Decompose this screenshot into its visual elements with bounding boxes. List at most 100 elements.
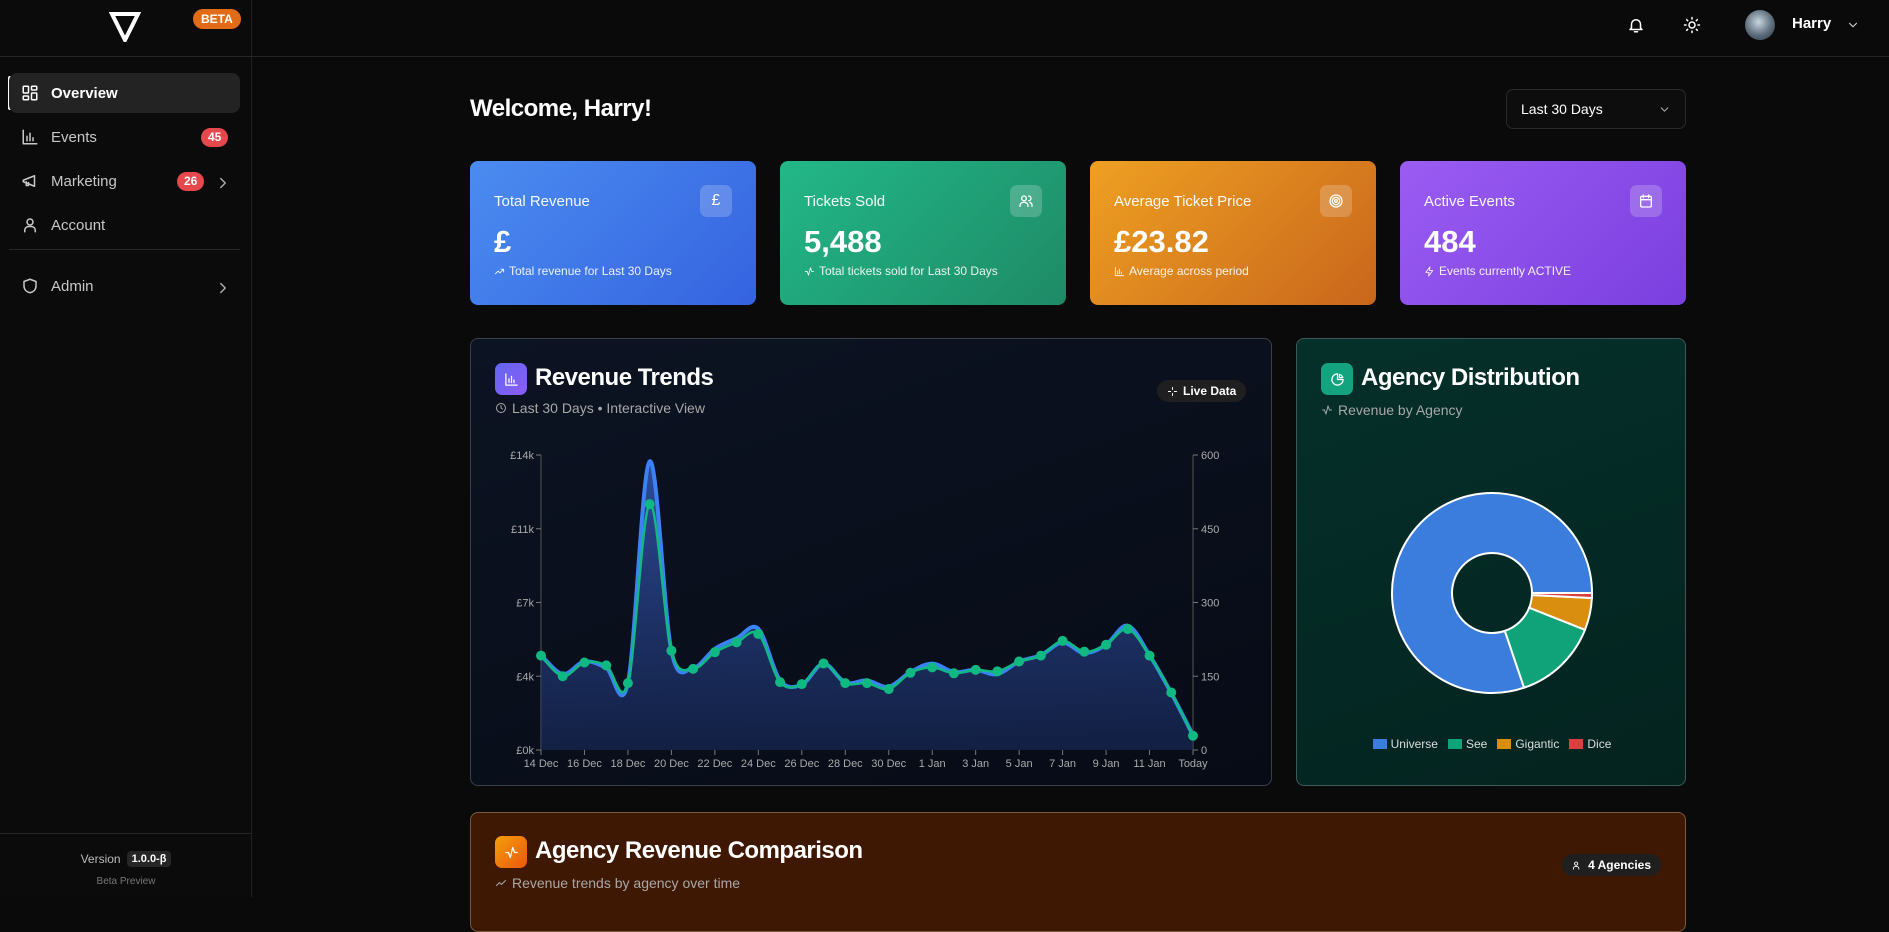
agency-donut-chart[interactable] [1297, 339, 1687, 787]
page-title: Welcome, Harry! [470, 95, 652, 122]
agencies-count-badge: 4 Agencies [1562, 854, 1661, 876]
y-tick-label-right: 300 [1201, 598, 1219, 610]
avatar[interactable] [1745, 10, 1775, 40]
sidebar-item-label: Admin [51, 277, 94, 295]
sidebar-item-marketing[interactable]: Marketing 26 [9, 161, 240, 201]
y-tick-label-right: 600 [1201, 450, 1219, 462]
stat-card-tickets-sold[interactable]: Tickets Sold 5,488 Total tickets sold fo… [780, 161, 1066, 305]
version-label: Version [80, 852, 121, 866]
version-badge: 1.0.0-β [126, 851, 172, 867]
chart-legend: Universe See Gigantic Dice [1297, 737, 1687, 751]
card-title: Tickets Sold [804, 193, 886, 210]
user-name[interactable]: Harry [1792, 15, 1832, 32]
panel-title: Agency Revenue Comparison [535, 837, 863, 864]
y-tick-label-left: £7k [516, 598, 534, 610]
stat-card-total-revenue[interactable]: Total Revenue £ £ Total revenue for Last… [470, 161, 756, 305]
legend-item[interactable]: Gigantic [1497, 737, 1559, 751]
panel-title: Revenue Trends [535, 364, 714, 391]
beta-preview-note: Beta Preview [96, 876, 156, 887]
x-tick-label: 18 Dec [611, 758, 646, 770]
users-icon [1010, 185, 1042, 217]
pill-label: Live Data [1183, 384, 1237, 398]
legend-swatch [1372, 739, 1387, 749]
legend-item[interactable]: Dice [1569, 737, 1611, 751]
agency-distribution-panel: Agency Distribution Revenue by Agency Un… [1296, 338, 1686, 786]
pound-icon: £ [700, 185, 732, 217]
dashboard-icon [22, 85, 38, 101]
card-subtitle: Events currently ACTIVE [1439, 264, 1572, 278]
tickets-point [840, 678, 851, 689]
tickets-point [1035, 650, 1046, 661]
x-tick-label: 9 Jan [1093, 758, 1120, 770]
x-tick-label: 26 Dec [784, 758, 819, 770]
tickets-point [948, 668, 959, 679]
x-tick-label: 11 Jan [1133, 758, 1165, 770]
tickets-point [579, 657, 590, 668]
chevron-down-icon[interactable] [1846, 18, 1860, 32]
panel-subtitle: Revenue by Agency [1338, 402, 1463, 418]
bar-chart-icon [1114, 266, 1125, 276]
x-tick-label: 24 Dec [741, 758, 776, 770]
card-value: 5,488 [804, 224, 882, 259]
target-icon [1320, 185, 1352, 217]
pie-chart-icon [1321, 363, 1353, 395]
divider [9, 249, 240, 250]
tickets-point [883, 684, 894, 695]
sidebar-item-overview[interactable]: Overview [9, 73, 240, 113]
x-tick-label: 22 Dec [697, 758, 732, 770]
zap-icon [1425, 265, 1434, 277]
sun-icon[interactable] [1683, 16, 1701, 34]
trending-up-icon [496, 880, 506, 886]
sidebar-item-admin[interactable]: Admin [9, 266, 240, 306]
x-tick-label: Today [1178, 758, 1208, 770]
tickets-point [709, 647, 720, 658]
y-tick-label-right: 0 [1201, 745, 1207, 757]
tickets-point [753, 628, 764, 639]
chart-icon [495, 363, 527, 395]
chevron-right-icon [220, 177, 226, 189]
revenue-line-chart[interactable]: £0k £4k £7k £11k £14k 0 150 300 450 600 14 Dec 16 D… [471, 339, 1273, 787]
legend-item[interactable]: Universe [1372, 737, 1438, 751]
x-tick-label: 7 Jan [1049, 758, 1076, 770]
x-tick-label: 20 Dec [654, 758, 689, 770]
agency-revenue-comparison-panel: Agency Revenue Comparison Revenue trends… [470, 812, 1686, 932]
x-tick-label: 30 Dec [871, 758, 906, 770]
revenue-area [541, 461, 1193, 750]
sparkle-icon [1167, 386, 1178, 396]
card-subtitle: Total tickets sold for Last 30 Days [819, 264, 998, 278]
tickets-point [970, 664, 981, 675]
tickets-point [1079, 646, 1090, 657]
panel-title: Agency Distribution [1361, 364, 1580, 391]
card-value: £23.82 [1114, 224, 1209, 259]
card-value: £ [494, 224, 512, 259]
period-select[interactable]: Last 30 Days [1506, 89, 1686, 129]
pill-label: 4 Agencies [1588, 858, 1651, 872]
period-select-value: Last 30 Days [1521, 101, 1603, 117]
user-icon [24, 218, 36, 233]
y-tick-label-left: £14k [510, 450, 534, 462]
panel-subtitle: Last 30 Days • Interactive View [512, 400, 705, 416]
tickets-point [1144, 650, 1155, 661]
shield-icon [23, 278, 37, 294]
legend-item[interactable]: See [1447, 737, 1487, 751]
card-title: Average Ticket Price [1114, 193, 1252, 210]
bell-icon[interactable] [1627, 16, 1645, 34]
tickets-point [1122, 624, 1133, 635]
donut-slice-universe [1391, 492, 1594, 694]
stat-card-average-ticket-price[interactable]: Average Ticket Price £23.82 Average acro… [1090, 161, 1376, 305]
sidebar-item-account[interactable]: Account [9, 205, 240, 245]
tickets-point [1057, 635, 1068, 646]
stat-card-active-events[interactable]: Active Events 484 Events currently ACTIV… [1400, 161, 1686, 305]
tickets-point [905, 667, 916, 678]
logo-icon[interactable] [108, 10, 142, 47]
chevron-down-icon [1660, 106, 1669, 112]
divider [0, 833, 252, 834]
tickets-point [601, 660, 612, 671]
sidebar-item-events[interactable]: Events 45 [9, 117, 240, 157]
revenue-trends-panel: Revenue Trends Last 30 Days • Interactiv… [470, 338, 1272, 786]
tickets-point [818, 658, 829, 669]
x-tick-label: 14 Dec [524, 758, 559, 770]
divider [0, 56, 252, 57]
clock-icon [496, 403, 506, 413]
legend-swatch [1447, 739, 1462, 749]
